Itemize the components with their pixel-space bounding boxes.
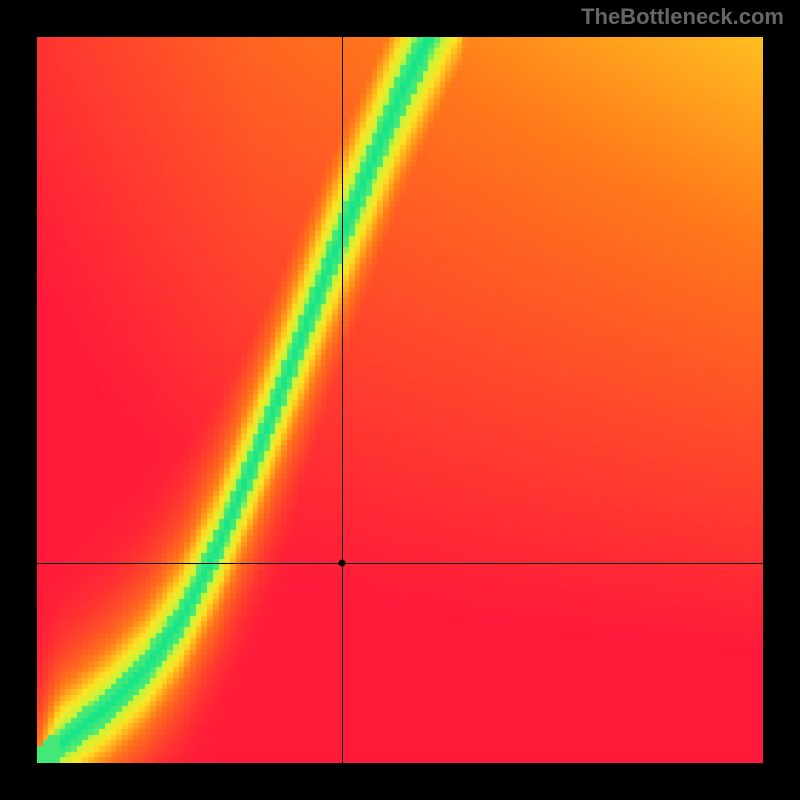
chart-container: TheBottleneck.com [0,0,800,800]
crosshair-horizontal [37,563,763,564]
crosshair-dot [338,559,345,566]
plot-area [37,37,763,763]
crosshair-vertical [342,37,343,763]
heatmap-canvas [37,37,763,763]
watermark-text: TheBottleneck.com [581,4,784,30]
